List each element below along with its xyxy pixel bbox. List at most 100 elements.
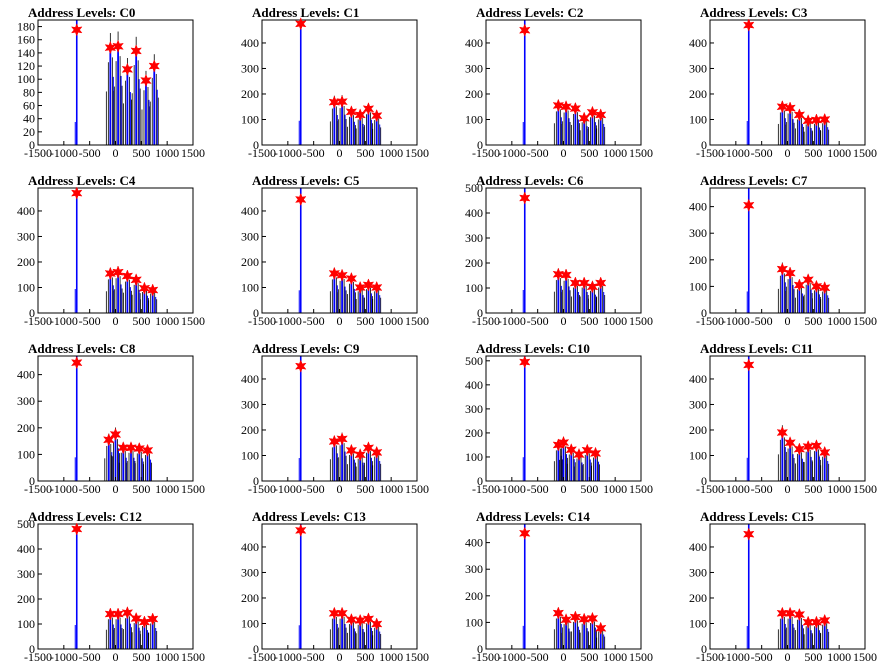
y-tick-label: 200 (689, 423, 707, 437)
y-tick-label: 100 (689, 112, 707, 126)
x-tick-label: 1500 (405, 650, 429, 664)
y-tick-label: 160 (17, 33, 35, 47)
x-tick-label: 0 (113, 482, 119, 496)
y-tick-label: 300 (17, 229, 35, 243)
x-tick-label: -1000 (498, 314, 526, 328)
y-tick-label: 0 (701, 474, 707, 488)
panel-title: Address Levels: C13 (252, 509, 366, 524)
histogram (730, 356, 834, 482)
x-tick-label: 0 (561, 482, 567, 496)
y-tick-label: 300 (689, 61, 707, 75)
y-tick-label: 140 (17, 46, 35, 60)
y-tick-label: 60 (23, 99, 35, 113)
x-tick-label: -1000 (722, 146, 750, 160)
panel-13: Address Levels: C13 0 100 200 300 400 -1500-10… (241, 509, 429, 664)
y-tick-label: 0 (253, 474, 259, 488)
peak-star-marker (802, 273, 814, 287)
x-tick-label: 1500 (853, 650, 877, 664)
peak-star-marker (117, 441, 130, 455)
peak-star-marker (586, 611, 599, 626)
y-tick-label: 300 (17, 394, 35, 408)
peak-star-marker (565, 443, 578, 457)
y-tick-label: 0 (477, 642, 483, 656)
peak-star-marker (589, 446, 602, 461)
histogram (282, 188, 386, 314)
y-tick-label: 200 (465, 426, 483, 440)
x-tick-label: 0 (113, 650, 119, 664)
y-tick-label: 400 (241, 372, 259, 386)
peak-star-marker (810, 279, 823, 294)
plot-frame (709, 355, 866, 482)
y-tick-label: 300 (17, 567, 35, 581)
peak-star-marker (793, 108, 806, 122)
peak-star-marker (776, 606, 789, 620)
peak-star-marker (784, 101, 796, 115)
x-tick-label: 500 (804, 650, 822, 664)
y-tick-label: 100 (465, 450, 483, 464)
y-tick-label: 100 (17, 280, 35, 294)
y-tick-label: 400 (241, 204, 259, 218)
x-tick-label: 500 (804, 146, 822, 160)
panel-title: Address Levels: C5 (252, 173, 360, 188)
peak-star-marker (328, 266, 341, 281)
peak-star-marker (818, 445, 831, 460)
x-tick-label: 1000 (155, 314, 179, 328)
x-tick-label: 1500 (405, 314, 429, 328)
x-tick-label: 1500 (853, 146, 877, 160)
peak-star-marker (146, 283, 159, 297)
y-tick-label: 100 (17, 72, 35, 86)
x-tick-label: 1500 (629, 482, 653, 496)
panel-11: Address Levels: C11 0 100 200 300 400 -1500-10… (689, 341, 877, 496)
x-tick-label: 1500 (629, 650, 653, 664)
peak-star-marker (552, 267, 565, 281)
x-tick-label: 500 (804, 314, 822, 328)
y-tick-label: 0 (29, 306, 35, 320)
y-tick-label: 300 (689, 565, 707, 579)
y-tick-label: 200 (17, 421, 35, 435)
x-tick-label: -1500 (472, 482, 500, 496)
peak-star-marker (112, 39, 124, 54)
x-tick-label: 500 (580, 314, 598, 328)
plot-frame (709, 187, 866, 314)
y-tick-label: 200 (465, 256, 483, 270)
peak-star-marker (569, 101, 582, 116)
peak-star-marker (818, 281, 831, 295)
y-tick-label: 300 (465, 61, 483, 75)
y-tick-label: 400 (241, 36, 259, 50)
x-tick-label: -1500 (24, 482, 52, 496)
x-tick-label: -1000 (50, 146, 78, 160)
plot-frame (485, 523, 642, 650)
plot-frame (37, 523, 194, 650)
peak-star-marker (552, 606, 565, 620)
panel-title: Address Levels: C6 (476, 173, 584, 188)
x-tick-label: 0 (561, 650, 567, 664)
x-tick-label: -500 (79, 650, 101, 664)
peak-star-marker (336, 606, 348, 620)
x-tick-label: -1000 (722, 482, 750, 496)
peak-star-marker (130, 44, 142, 58)
y-tick-label: 100 (465, 281, 483, 295)
y-tick-label: 100 (241, 280, 259, 294)
x-tick-label: -1500 (248, 314, 276, 328)
y-tick-label: 300 (465, 402, 483, 416)
histogram (506, 356, 610, 482)
peak-star-marker (138, 281, 151, 295)
panel-3: Address Levels: C3 0 100 200 300 400 -1500-100… (689, 5, 877, 160)
x-tick-label: -500 (527, 482, 549, 496)
peak-star-marker (294, 359, 307, 373)
peak-star-marker (560, 613, 572, 627)
panel-4: Address Levels: C4 0 100 200 300 400 -1500-100… (17, 173, 205, 328)
panel-title: Address Levels: C9 (252, 341, 360, 356)
y-tick-label: 400 (17, 542, 35, 556)
y-tick-label: 20 (23, 125, 35, 139)
x-tick-label: -500 (303, 482, 325, 496)
panel-14: Address Levels: C14 0 100 200 300 400 -1500-10… (465, 509, 653, 664)
y-tick-label: 400 (689, 372, 707, 386)
peak-star-marker (742, 527, 755, 541)
x-tick-label: 0 (113, 314, 119, 328)
y-tick-label: 0 (477, 138, 483, 152)
y-tick-label: 300 (241, 565, 259, 579)
peak-star-marker (370, 280, 383, 295)
x-tick-label: -500 (303, 314, 325, 328)
peak-star-marker (578, 612, 590, 626)
